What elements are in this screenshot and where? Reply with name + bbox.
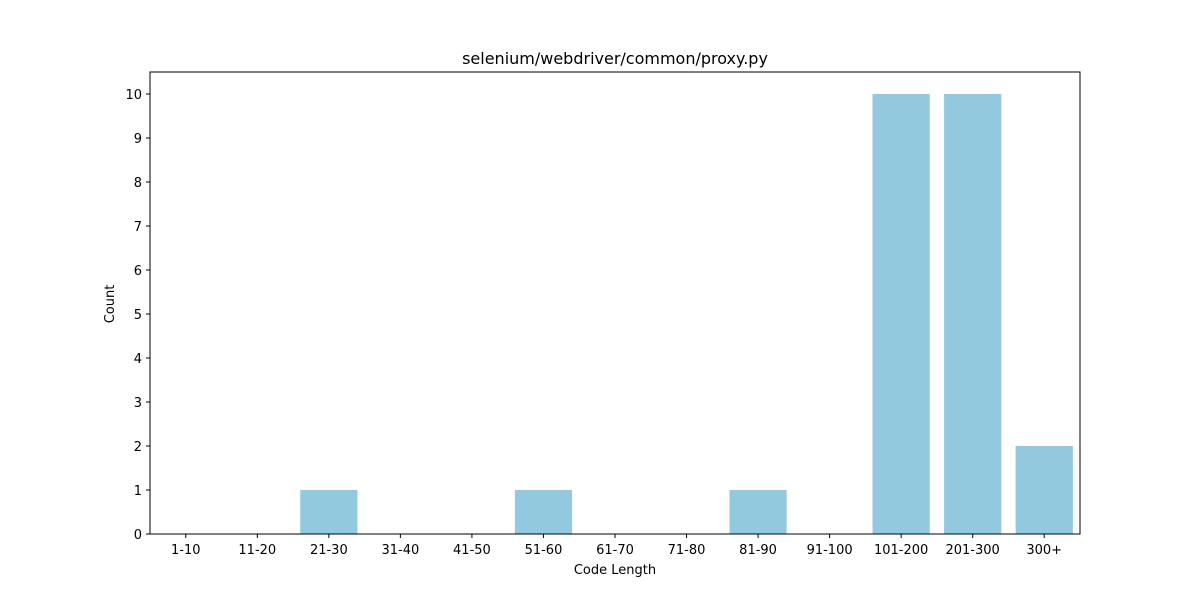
y-tick-label: 9 xyxy=(134,132,142,147)
y-tick-label: 7 xyxy=(134,220,142,235)
plot-frame xyxy=(149,71,1081,535)
x-tick-label: 21-30 xyxy=(310,543,348,558)
bar-201-300 xyxy=(944,94,1002,534)
y-tick-label: 4 xyxy=(134,352,142,367)
y-tick-label: 0 xyxy=(134,528,142,543)
bars-layer xyxy=(300,94,1073,534)
x-tick-label: 91-100 xyxy=(807,543,853,558)
x-tick-label: 41-50 xyxy=(453,543,491,558)
x-tick-label: 31-40 xyxy=(381,543,419,558)
x-tick-label: 201-300 xyxy=(946,543,1000,558)
bar-101-200 xyxy=(872,94,930,534)
x-tick-label: 51-60 xyxy=(525,543,563,558)
y-tick-label: 6 xyxy=(134,264,142,279)
y-tick-label: 3 xyxy=(134,396,142,411)
x-tick-label: 71-80 xyxy=(668,543,706,558)
chart-title: selenium/webdriver/common/proxy.py xyxy=(462,49,768,68)
y-axis-ticks: 0 1 2 3 4 5 6 7 8 9 10 xyxy=(125,88,150,543)
y-axis-label: Count xyxy=(103,285,118,324)
x-axis-ticks: 1-10 11-20 21-30 31-40 41-50 51-60 61-70 71-80 8… xyxy=(171,534,1062,558)
x-axis-label: Code Length xyxy=(574,563,656,578)
bar-21-30 xyxy=(300,490,358,534)
x-tick-label: 11-20 xyxy=(238,543,276,558)
y-tick-label: 1 xyxy=(134,484,142,499)
bar-300+ xyxy=(1015,446,1073,534)
y-tick-label: 2 xyxy=(134,440,142,455)
bar-51-60 xyxy=(514,490,573,534)
x-tick-label: 300+ xyxy=(1026,543,1062,558)
x-tick-label: 81-90 xyxy=(739,543,777,558)
x-tick-label: 101-200 xyxy=(874,543,928,558)
y-tick-label: 8 xyxy=(134,176,142,191)
bar-81-90 xyxy=(729,490,787,534)
y-tick-label: 10 xyxy=(125,88,142,103)
x-tick-label: 61-70 xyxy=(596,543,634,558)
y-tick-label: 5 xyxy=(134,308,142,323)
x-tick-label: 1-10 xyxy=(171,543,201,558)
